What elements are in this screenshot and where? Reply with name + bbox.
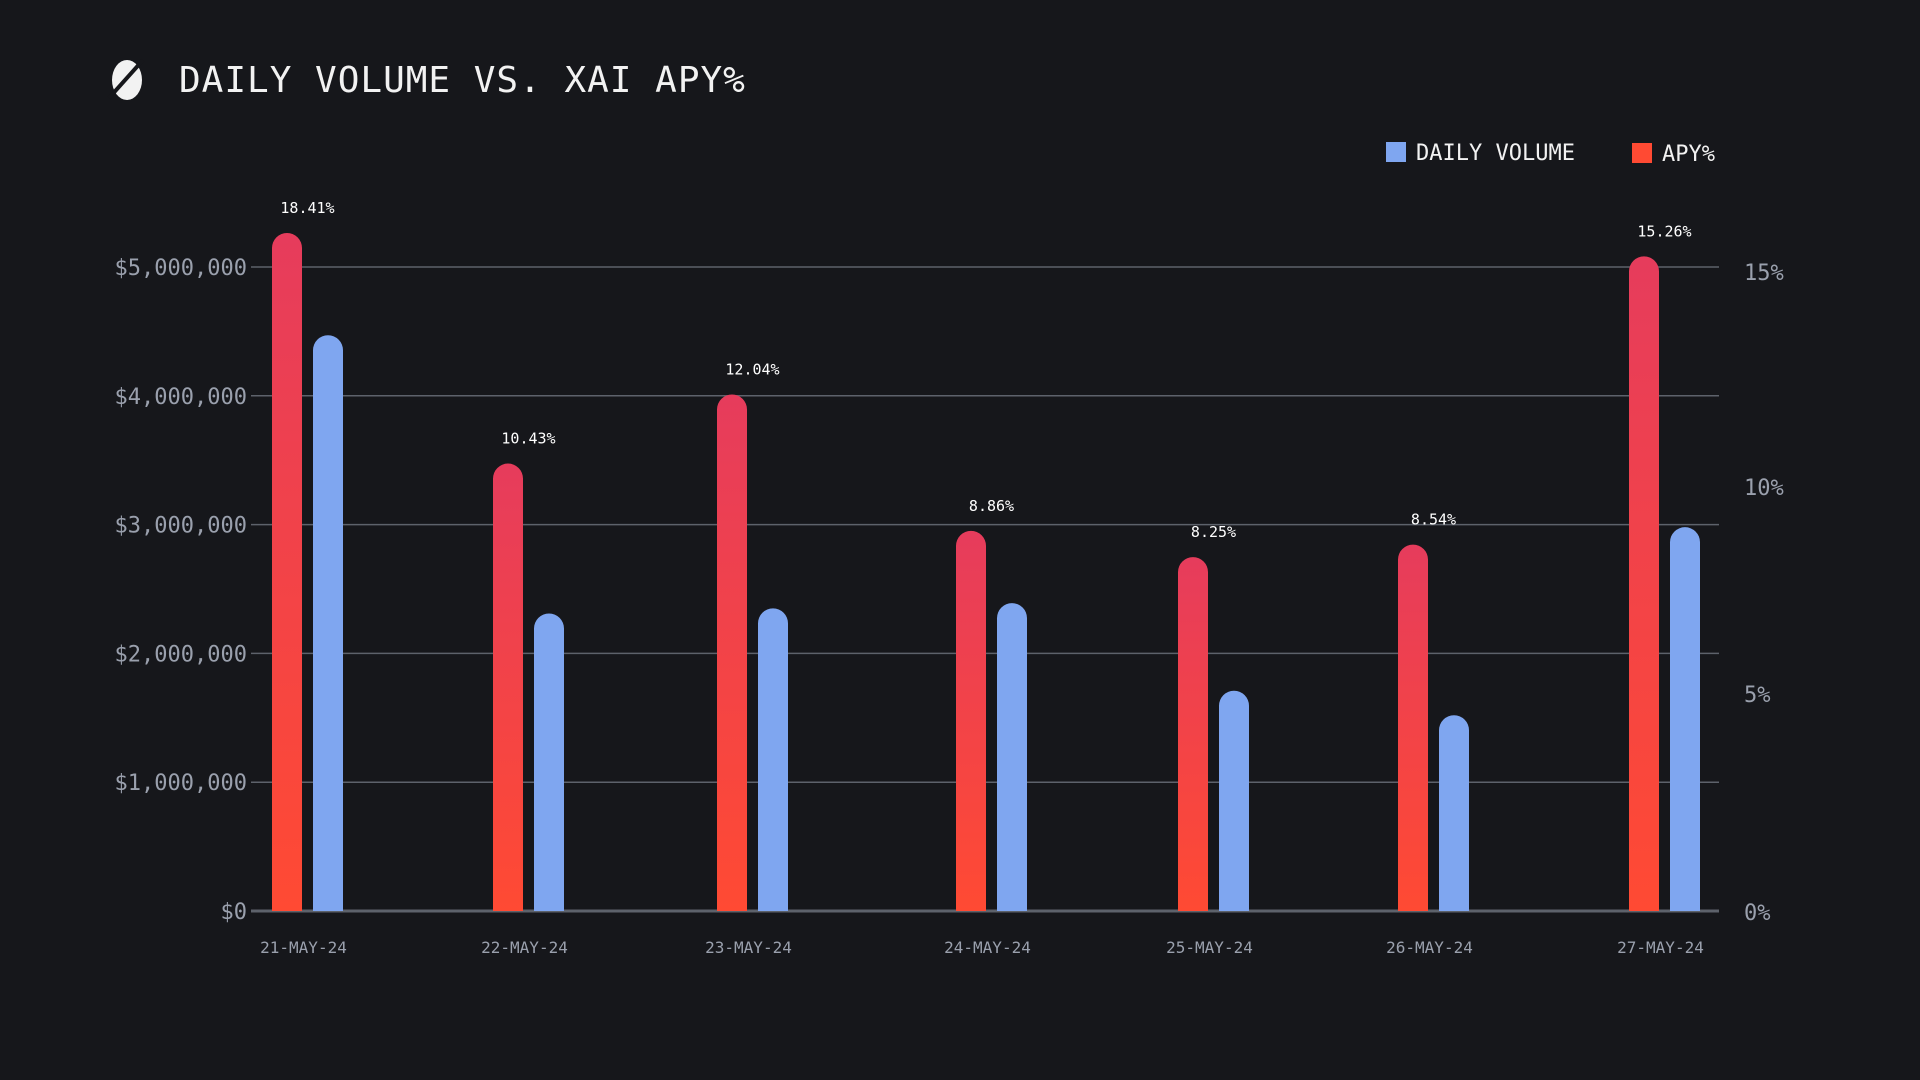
data-label-apy: 18.41%: [280, 199, 334, 217]
bar-apy: [1629, 256, 1659, 911]
data-label-apy: 8.54%: [1411, 511, 1456, 529]
legend-label-apy: APY%: [1662, 142, 1715, 167]
data-label-apy: 10.43%: [501, 430, 555, 448]
x-axis-tick: 25-MAY-24: [1166, 938, 1253, 957]
x-axis-tick: 24-MAY-24: [944, 938, 1031, 957]
left-axis-tick: $4,000,000: [115, 385, 247, 410]
x-axis-tick: 26-MAY-24: [1386, 938, 1473, 957]
legend-swatch-apy: [1632, 143, 1652, 163]
logo-icon: [107, 58, 145, 100]
legend-label-volume: DAILY VOLUME: [1416, 141, 1575, 166]
bar-volume: [313, 335, 343, 911]
chart-title: DAILY VOLUME VS. XAI APY%: [179, 60, 746, 101]
bar-volume: [1670, 527, 1700, 911]
x-axis-tick: 21-MAY-24: [260, 938, 347, 957]
bar-volume: [758, 608, 788, 911]
bar-volume: [1219, 690, 1249, 911]
left-axis-tick: $1,000,000: [115, 771, 247, 796]
right-axis-tick: 15%: [1744, 261, 1784, 286]
bar-apy: [493, 463, 523, 911]
data-label-apy: 8.25%: [1191, 523, 1236, 541]
left-axis-tick: $0: [221, 900, 248, 925]
x-axis-tick: 23-MAY-24: [705, 938, 792, 957]
x-axis-tick: 27-MAY-24: [1617, 938, 1704, 957]
right-axis-tick: 10%: [1744, 476, 1784, 501]
left-axis-tick: $2,000,000: [115, 642, 247, 667]
bar-apy: [956, 530, 986, 911]
data-label-apy: 8.86%: [969, 497, 1014, 515]
bar-apy: [1398, 544, 1428, 911]
bar-volume: [997, 603, 1027, 911]
bar-apy: [717, 394, 747, 911]
bar-apy: [1178, 557, 1208, 911]
bar-apy: [272, 233, 302, 911]
right-axis-tick: 5%: [1744, 683, 1771, 708]
right-axis-tick: 0%: [1744, 901, 1771, 926]
legend-swatch-volume: [1386, 142, 1406, 162]
left-axis-tick: $5,000,000: [115, 256, 247, 281]
bar-volume: [1439, 715, 1469, 911]
bar-volume: [534, 613, 564, 911]
x-axis-tick: 22-MAY-24: [481, 938, 568, 957]
left-axis-tick: $3,000,000: [115, 514, 247, 539]
legend: DAILY VOLUME APY%: [1386, 141, 1715, 167]
data-label-apy: 15.26%: [1637, 222, 1691, 240]
data-label-apy: 12.04%: [725, 360, 779, 378]
